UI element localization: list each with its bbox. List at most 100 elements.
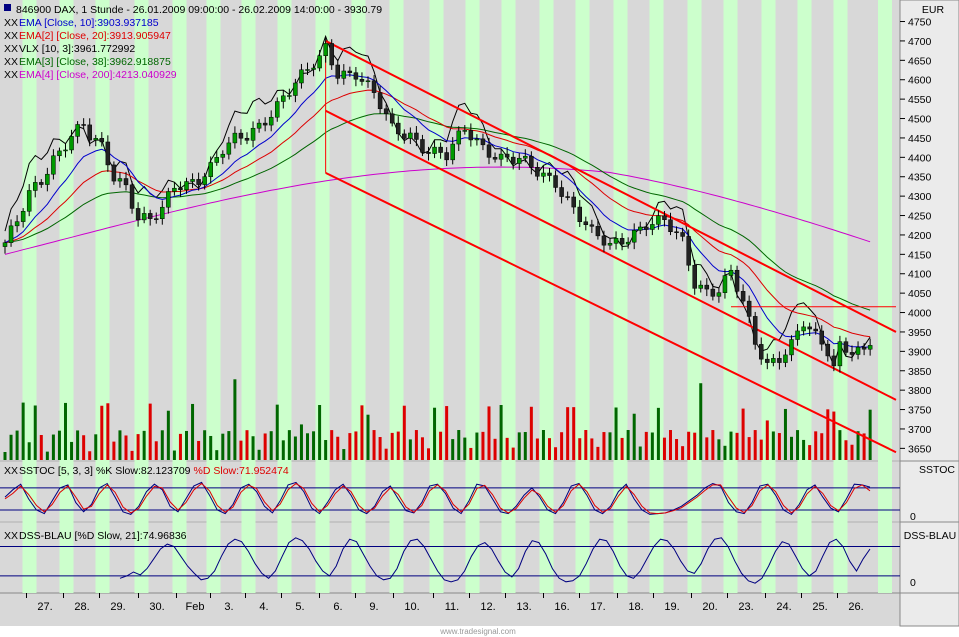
candle [311,63,316,77]
candle-body [535,167,540,177]
candle [498,148,504,167]
channel-line-lower[interactable] [325,171,897,454]
candle [553,170,558,193]
candle-body [825,343,831,357]
candle [740,284,746,305]
candle [147,209,153,226]
volume-bar [802,439,806,460]
volume-bar [844,440,848,460]
volume-bar [656,407,660,460]
candle [746,295,752,324]
x-tick-label: 30. [149,601,164,613]
candle [607,238,613,250]
y-tick-label: 4050 [908,288,932,300]
candle [759,337,764,365]
legend-vlx-label: VLX [10, 3]:3961.772992 [19,43,135,55]
volume-bar [717,439,721,460]
candle [843,337,849,356]
y-tick-label: 4350 [908,172,932,184]
sstoc-series-1 [4,482,871,515]
volume-bar [681,446,685,460]
sstoc-k-label: %K Slow:82.123709 [96,465,191,477]
candle [595,219,601,240]
candle [680,227,685,242]
y-tick-label: 4750 [908,17,932,29]
candle [402,129,407,144]
legend-ema200-prefix: XX [4,69,18,81]
candle [75,121,80,144]
session-band [613,0,628,593]
legend-ema38[interactable]: XXEMA[3] [Close, 38]:3962.918875 [4,56,171,68]
y-tick-label: 4150 [908,249,932,261]
candle [2,239,8,254]
volume-bar [650,432,654,460]
sstoc-name: SSTOC [5, 3, 3] [19,465,93,477]
volume-bar [39,434,43,460]
volume-bar [166,410,170,460]
candle-body [141,213,147,221]
y-tick-label: 4250 [908,211,932,223]
session-band [833,0,848,593]
candle-body [359,78,365,82]
price-panel[interactable] [0,0,900,460]
candle-body [408,132,413,139]
volume-bar [191,403,195,460]
candle-body [777,358,782,363]
dss-legend[interactable]: XXDSS-BLAU [%D Slow, 21]:74.96836 [4,530,187,542]
candle [765,353,770,370]
candle-body [45,173,50,185]
volume-bar [475,432,479,460]
candle [281,89,286,109]
candle [335,59,340,85]
legend-ema20[interactable]: XXEMA[2] [Close, 20]:3913.905947 [4,30,171,42]
candle-body [613,238,619,244]
x-tick-label: 3. [224,601,233,613]
candle-body [438,146,443,153]
candle-body [111,164,117,182]
y-tick-label: 3750 [908,405,932,417]
volume-bar [832,411,836,460]
candle [589,219,595,233]
candle-body [57,150,62,157]
x-tick-label: 6. [333,601,342,613]
candle-body [656,215,661,225]
candle-body [571,196,576,208]
candle [583,216,589,231]
candle [323,36,328,63]
channel-line-upper[interactable] [325,40,897,333]
candle-body [160,206,165,219]
candle [268,110,274,132]
volume-bar [402,405,406,460]
candle-body [589,224,595,227]
candle [444,147,449,167]
legend-vlx[interactable]: XXVLX [10, 3]:3961.772992 [4,43,135,55]
sstoc-legend[interactable]: XXSSTOC [5, 3, 3] %K Slow:82.123709 %D Slo… [4,465,289,477]
x-tick-label: 25. [812,601,827,613]
candle-body [287,95,292,97]
candle-body [202,176,207,185]
symbol-icon [4,4,11,11]
candle [638,221,643,235]
dss-prefix: XX [4,530,18,542]
candle [517,153,522,170]
volume-bar [227,431,231,460]
candle [172,182,177,196]
candle-body [759,344,764,360]
candle-body [668,219,673,232]
legend-ema10[interactable]: XXEMA [Close, 10]:3903.937185 [4,17,159,29]
volume-bar [705,437,709,460]
candle-body [849,352,855,355]
volume-bar [765,420,769,460]
legend-ema200[interactable]: XXEMA[4] [Close, 200]:4213.040929 [4,69,177,81]
candle [849,345,855,362]
x-tick-label: 29. [110,601,125,613]
candle-body [450,143,455,161]
volume-bar [197,440,201,460]
candle [81,118,86,130]
volume-bar [306,433,309,460]
candle-body [444,152,449,161]
candle-body [565,196,570,198]
candle [510,152,516,170]
channel-line-middle[interactable] [325,109,897,401]
candle [450,137,455,165]
